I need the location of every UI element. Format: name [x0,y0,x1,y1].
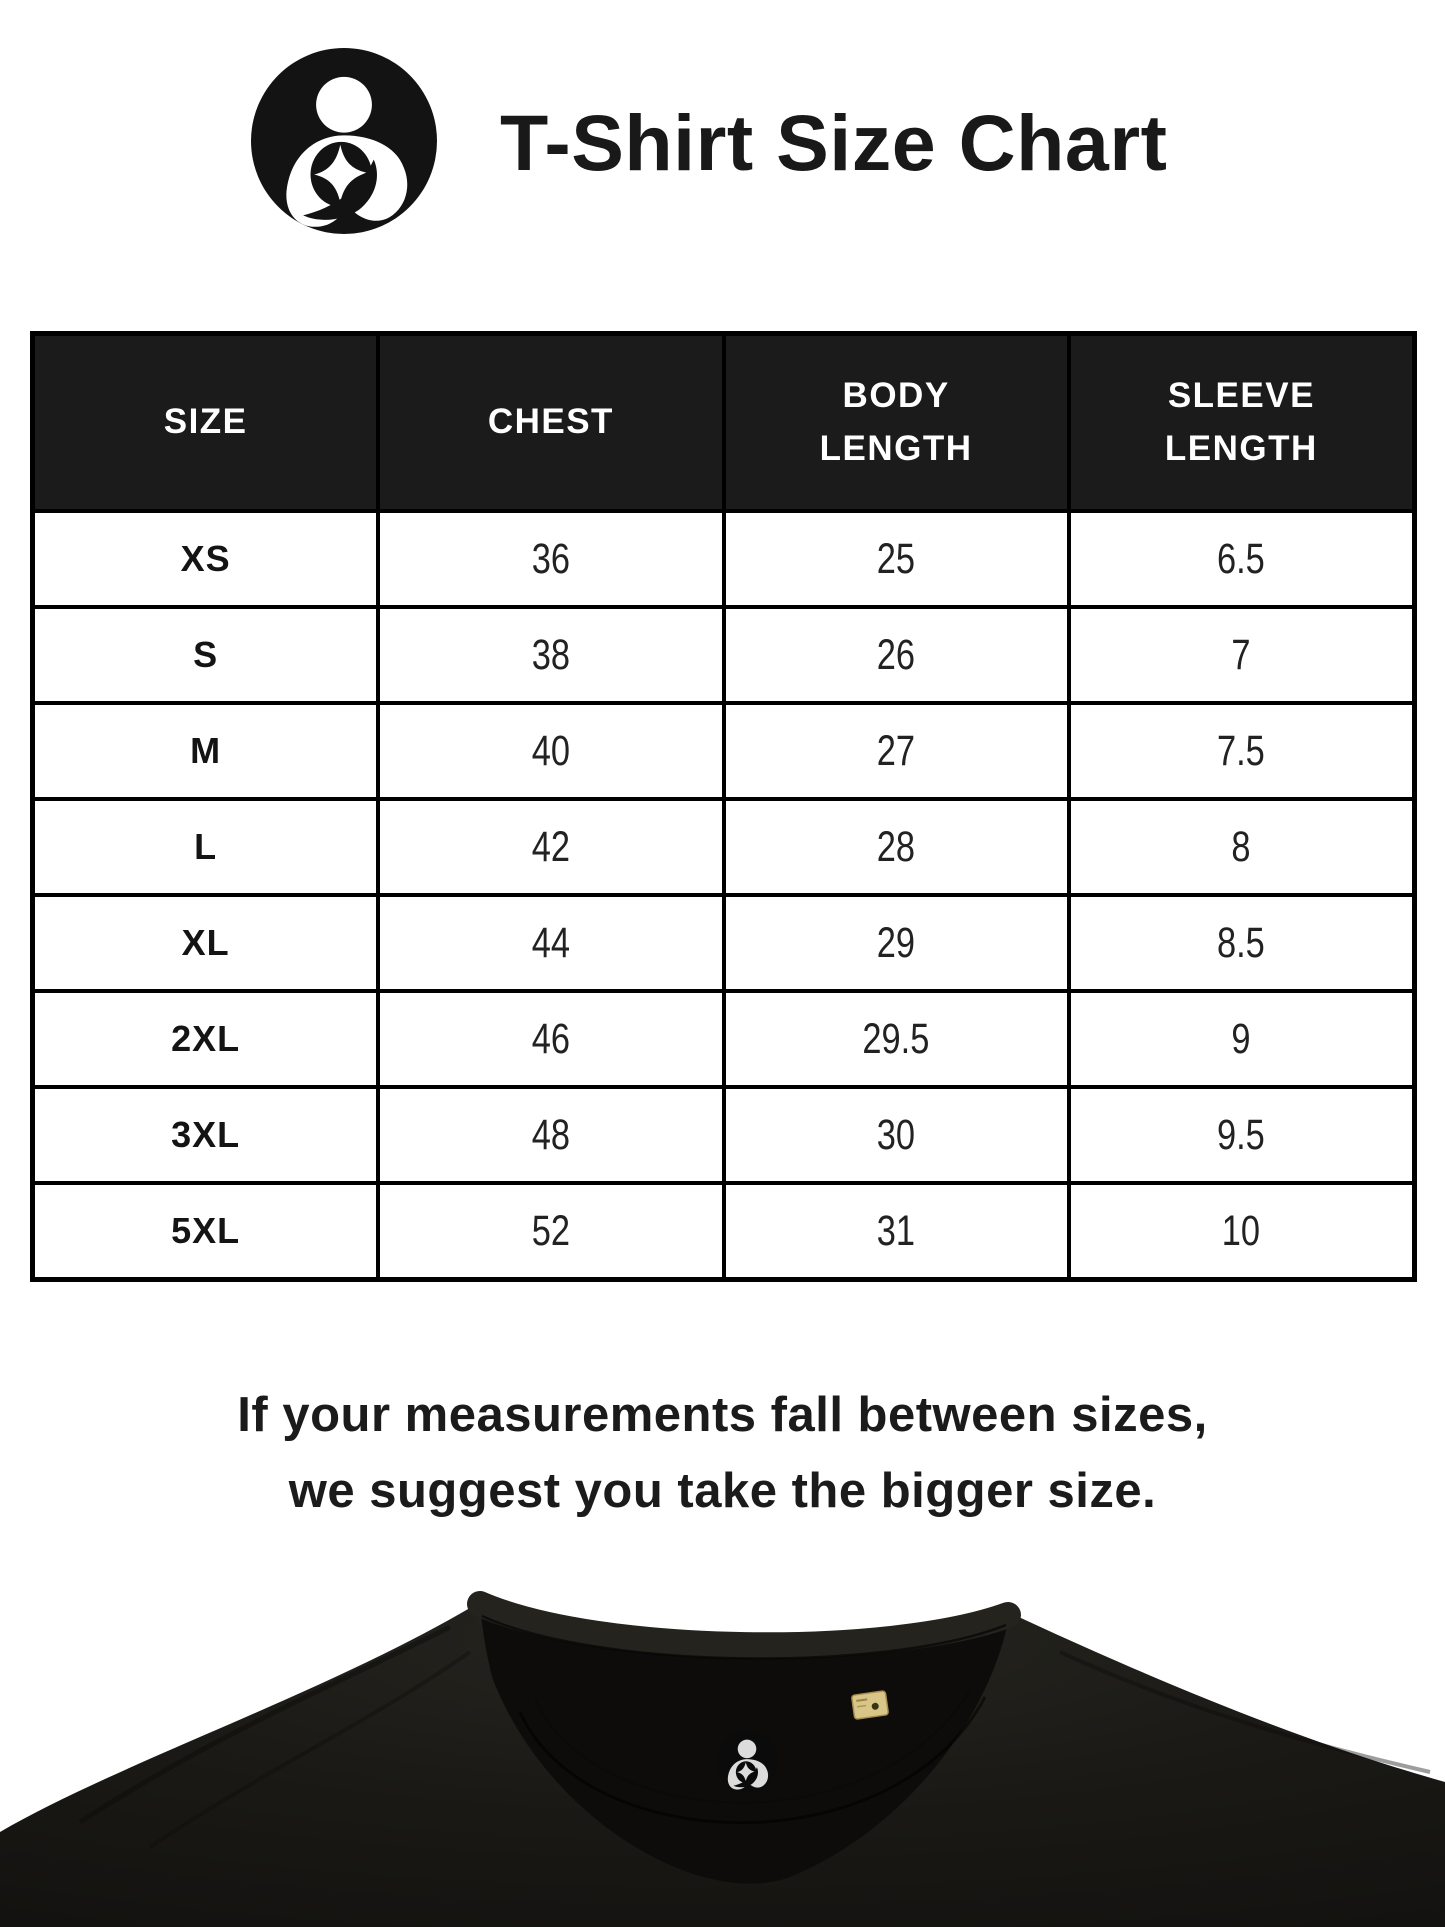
value-cell: 52 [380,1185,722,1277]
size-chart-table: SIZE CHEST BODY LENGTH SLEEVE LENGTH XS 36 25 6… [30,331,1417,1282]
column-header-2: BODY LENGTH [725,336,1067,509]
column-header-3: SLEEVE LENGTH [1070,336,1412,509]
value-cell: 30 [725,1089,1067,1181]
value-cell: 31 [725,1185,1067,1277]
brand-logo-icon [251,48,437,234]
value-cell: 38 [380,609,722,701]
value-cell: 44 [380,897,722,989]
tshirt-care-tag [851,1690,889,1720]
size-cell: XS [35,513,377,605]
column-header-1: CHEST [380,336,722,509]
value-cell: 29 [725,897,1067,989]
value-cell: 10 [1070,1185,1412,1277]
tshirt-photo [0,1591,1445,1927]
page-title: T-Shirt Size Chart [500,98,1168,187]
value-cell: 27 [725,705,1067,797]
value-cell: 46 [380,993,722,1085]
value-cell: 36 [380,513,722,605]
value-cell: 8.5 [1070,897,1412,989]
value-cell: 7 [1070,609,1412,701]
column-header-0: SIZE [35,336,377,509]
value-cell: 8 [1070,801,1412,893]
size-cell: 3XL [35,1089,377,1181]
size-cell: S [35,609,377,701]
value-cell: 42 [380,801,722,893]
size-cell: M [35,705,377,797]
size-cell: L [35,801,377,893]
value-cell: 7.5 [1070,705,1412,797]
value-cell: 48 [380,1089,722,1181]
note-text: If your measurements fall between sizes,… [237,1388,1208,1518]
size-cell: XL [35,897,377,989]
value-cell: 28 [725,801,1067,893]
size-cell: 2XL [35,993,377,1085]
value-cell: 26 [725,609,1067,701]
size-cell: 5XL [35,1185,377,1277]
value-cell: 25 [725,513,1067,605]
value-cell: 40 [380,705,722,797]
value-cell: 9 [1070,993,1412,1085]
tshirt-label-icon [716,1730,778,1792]
value-cell: 29.5 [725,993,1067,1085]
value-cell: 9.5 [1070,1089,1412,1181]
value-cell: 6.5 [1070,513,1412,605]
